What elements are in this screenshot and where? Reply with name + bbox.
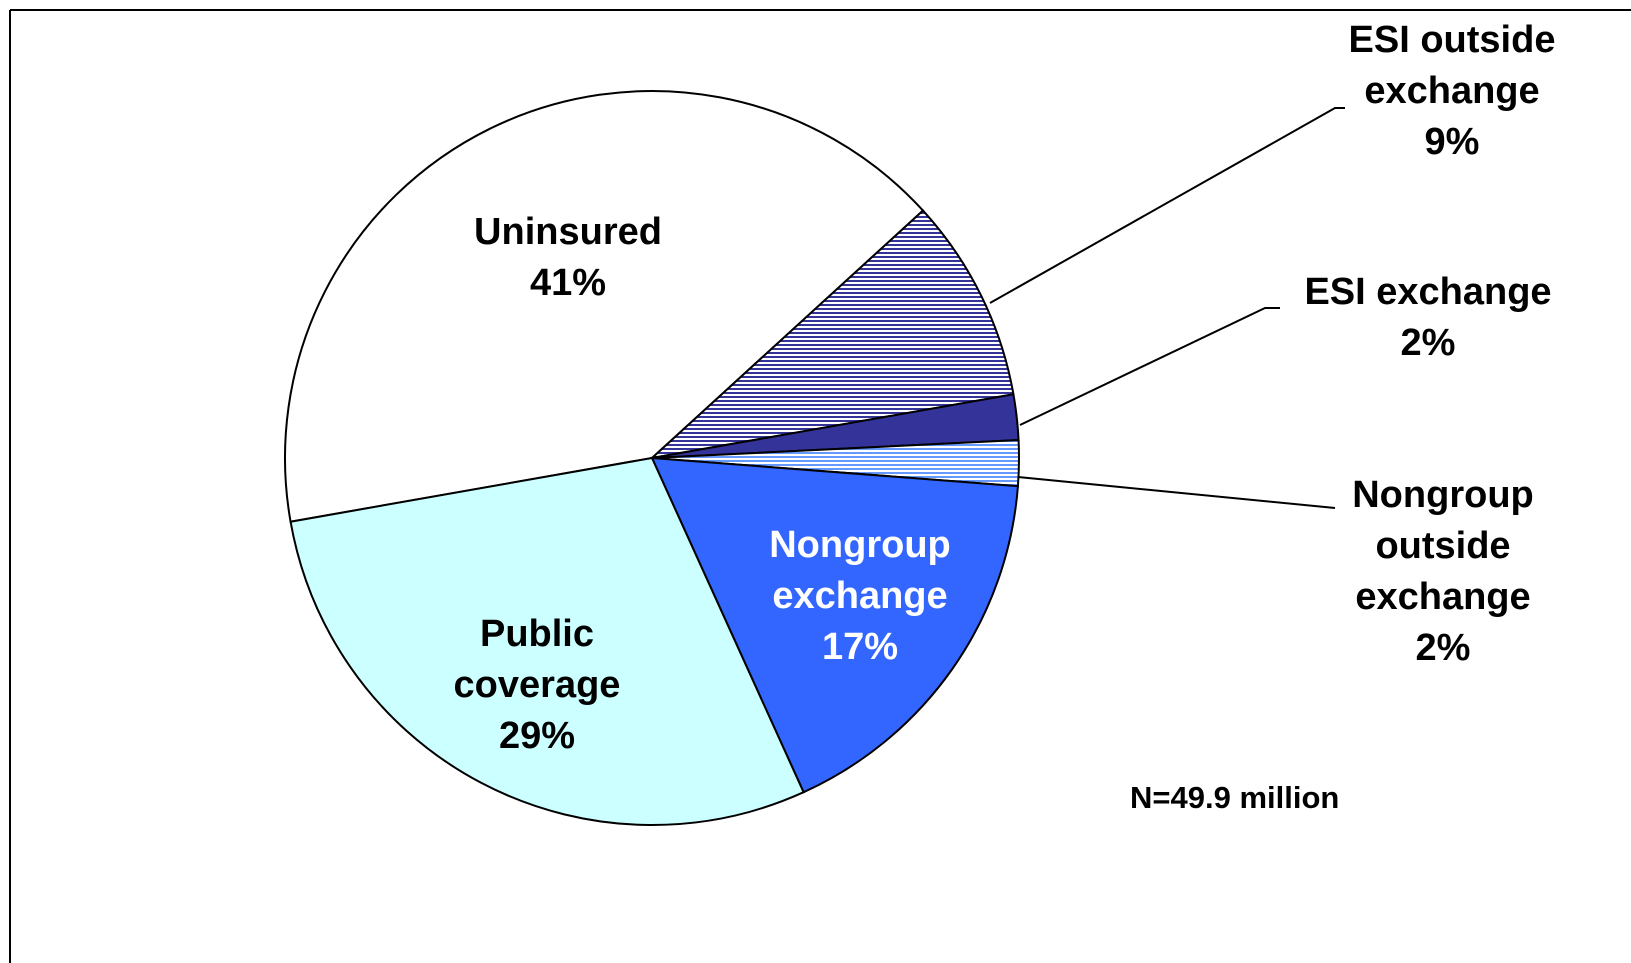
value-label: 9% [1424,121,1480,163]
slice-label: Public coverage 29% [427,609,647,762]
pie-slice [650,456,1019,794]
category-label: Public coverage [453,613,621,706]
value-label: 41% [529,262,607,304]
slice-label: Uninsured 41% [408,207,728,309]
pie-slice [648,209,1015,460]
category-label: Uninsured [474,211,662,253]
value-label: 17% [821,626,899,668]
value-label: 2% [1400,322,1456,364]
pie [284,90,1020,826]
slice-label: ESI exchange 2% [1278,267,1578,369]
value-label: 29% [498,715,576,757]
category-label: ESI outside exchange [1348,19,1556,112]
category-label: Nongroup outside exchange [1352,474,1534,618]
pie-slice [284,90,925,523]
value-label: 2% [1415,627,1471,669]
slice-label: ESI outside exchange 9% [1322,15,1582,168]
leader-line [1019,307,1280,426]
slice-label: Nongroup outside exchange 2% [1328,470,1558,674]
slice-label: Nongroup exchange 17% [745,520,975,673]
leader-line [1017,476,1336,509]
pie-slice [289,456,805,826]
note: N=49.9 million [1130,780,1340,815]
category-label: ESI exchange [1304,271,1552,313]
category-label: Nongroup exchange [769,524,951,617]
leader-line [989,107,1345,304]
